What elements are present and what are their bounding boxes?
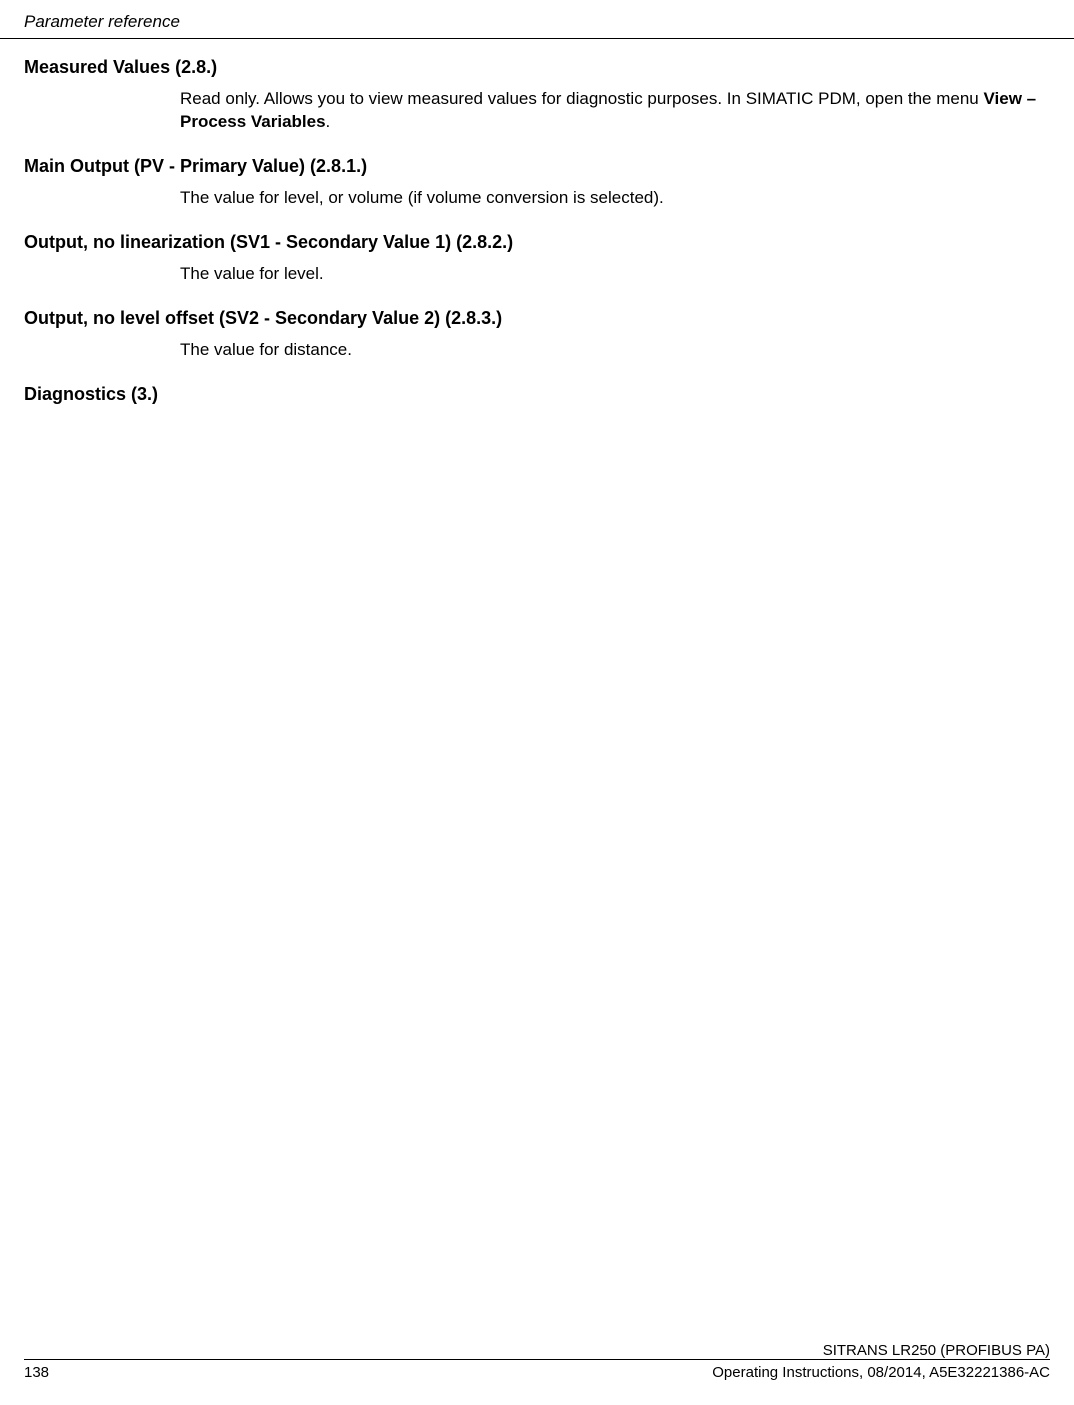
section-body-output-no-level-offset: The value for distance. (180, 339, 1050, 362)
footer-row-bottom: 138 Operating Instructions, 08/2014, A5E… (24, 1364, 1050, 1381)
body-suffix: . (326, 112, 331, 131)
section-heading-diagnostics: Diagnostics (3.) (24, 384, 1050, 405)
section-heading-measured-values: Measured Values (2.8.) (24, 57, 1050, 78)
page-footer: SITRANS LR250 (PROFIBUS PA) 138 Operatin… (0, 1342, 1074, 1381)
header-rule (0, 38, 1074, 39)
content-area: Measured Values (2.8.) Read only. Allows… (0, 57, 1074, 405)
section-body-output-no-linearization: The value for level. (180, 263, 1050, 286)
section-heading-output-no-linearization: Output, no linearization (SV1 - Secondar… (24, 232, 1050, 253)
page-header: Parameter reference (0, 0, 1074, 38)
footer-doc-info: Operating Instructions, 08/2014, A5E3222… (712, 1364, 1050, 1381)
body-prefix: Read only. Allows you to view measured v… (180, 89, 983, 108)
header-title: Parameter reference (24, 12, 180, 31)
page-number: 138 (24, 1364, 49, 1381)
footer-product: SITRANS LR250 (PROFIBUS PA) (823, 1342, 1050, 1359)
footer-rule (24, 1359, 1050, 1360)
section-heading-main-output: Main Output (PV - Primary Value) (2.8.1.… (24, 156, 1050, 177)
section-heading-output-no-level-offset: Output, no level offset (SV2 - Secondary… (24, 308, 1050, 329)
section-body-main-output: The value for level, or volume (if volum… (180, 187, 1050, 210)
footer-row-top: SITRANS LR250 (PROFIBUS PA) (24, 1342, 1050, 1359)
section-body-measured-values: Read only. Allows you to view measured v… (180, 88, 1050, 134)
